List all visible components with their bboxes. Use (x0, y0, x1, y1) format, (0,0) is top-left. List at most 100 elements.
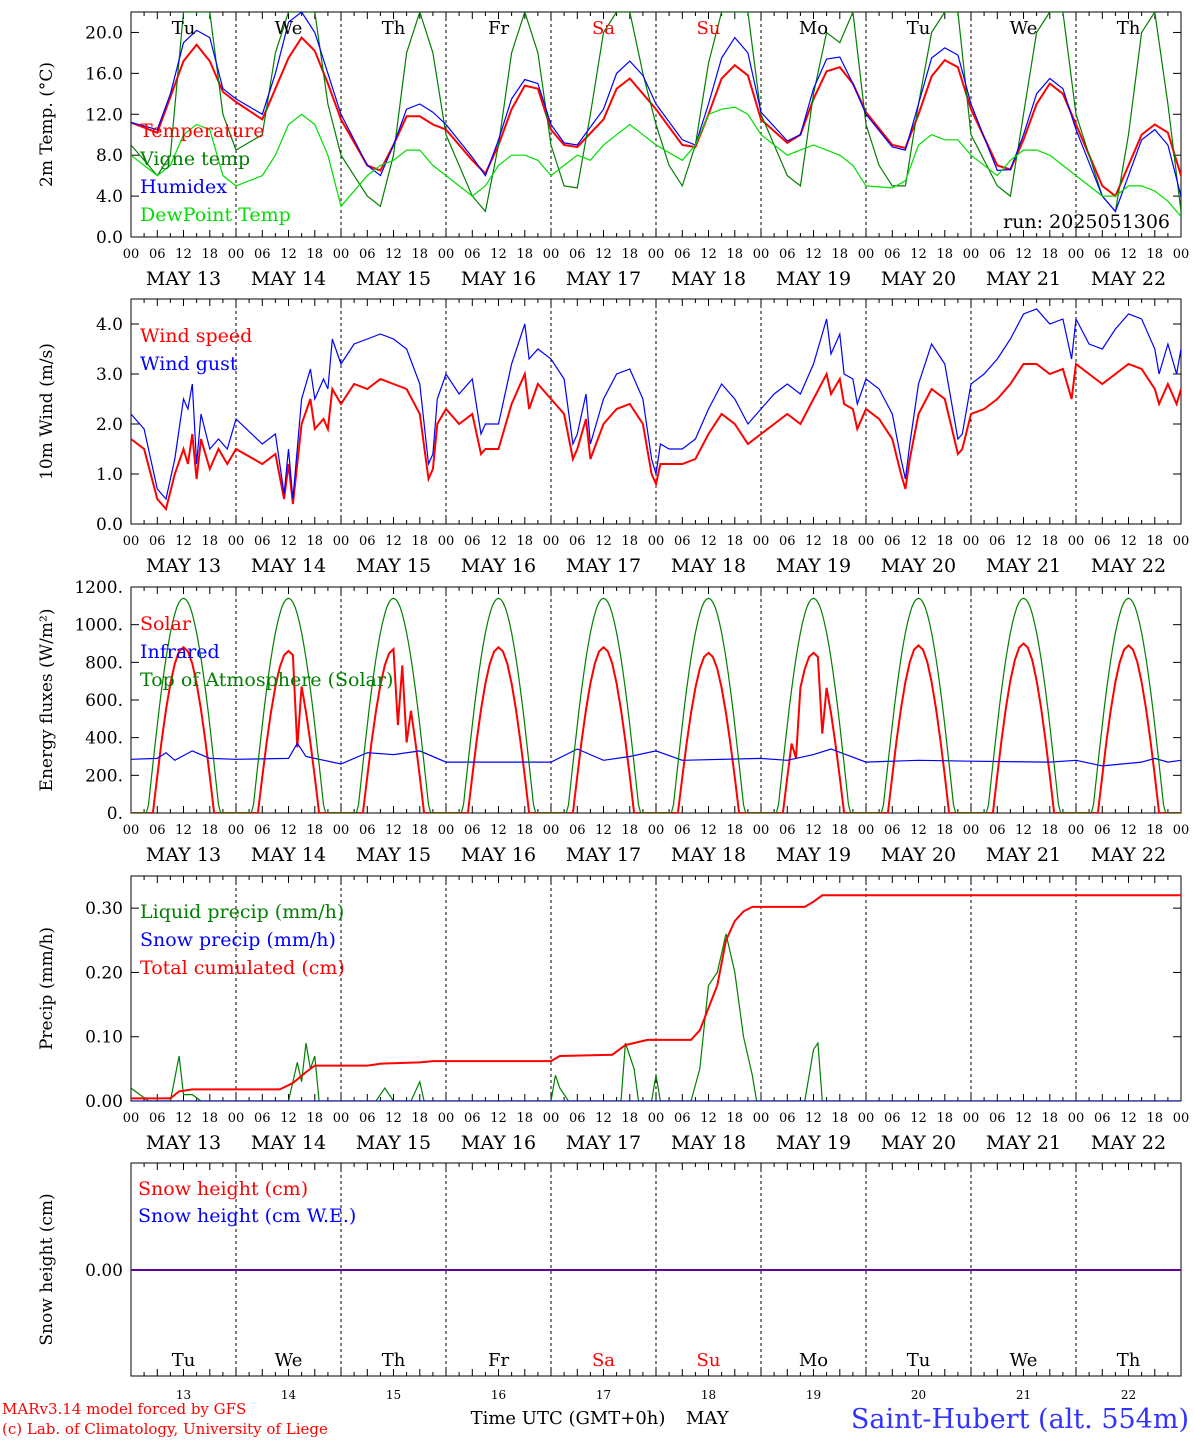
hour-tick-label: 06 (254, 1111, 271, 1126)
panel-3: 0. 200. 400. 600. 800. 1000. 1200. Energy fluxe… (37, 578, 1189, 866)
hour-tick-label: 06 (884, 534, 901, 549)
series-group (131, 894, 1181, 1101)
y-axis-label: Snow height (cm) (37, 1193, 57, 1345)
hour-tick-label: 12 (910, 247, 927, 262)
day-number-label: 20 (911, 1388, 926, 1402)
legend-wind-gust: Wind gust (140, 353, 238, 375)
hour-tick-label: 00 (1068, 534, 1085, 549)
hour-tick-label: 12 (490, 1111, 507, 1126)
hour-tick-label: 18 (936, 1111, 953, 1126)
hour-tick-label: 12 (595, 247, 612, 262)
weekday-label: We (275, 1350, 303, 1371)
hour-tick-label: 06 (989, 1111, 1006, 1126)
hour-tick-label: 18 (1146, 1111, 1163, 1126)
hour-tick-label: 12 (490, 247, 507, 262)
hour-tick-label: 06 (1094, 247, 1111, 262)
day-label: MAY 13 (146, 844, 221, 866)
y-tick-label: 4.0 (96, 315, 123, 335)
hour-tick-label: 00 (1173, 1111, 1190, 1126)
hour-tick-label: 00 (753, 534, 770, 549)
day-label: MAY 16 (461, 555, 536, 577)
day-label: MAY 19 (776, 268, 851, 290)
series-line-wind-speed (131, 362, 1181, 512)
day-number-label: 15 (386, 1388, 401, 1402)
day-label: MAY 17 (566, 1132, 641, 1154)
hour-tick-label: 18 (726, 1111, 743, 1126)
y-tick-label: 0.30 (85, 899, 123, 919)
time-axis-label: Time UTC (GMT+0h) (471, 1408, 666, 1429)
hour-tick-label: 06 (149, 247, 166, 262)
x-minor-ticks (130, 876, 1182, 1101)
weekday-label: Su (697, 18, 721, 39)
day-label: MAY 15 (356, 1132, 431, 1154)
hour-tick-label: 12 (385, 1111, 402, 1126)
hour-tick-label: 18 (936, 823, 953, 838)
hour-tick-label: 18 (411, 823, 428, 838)
day-number-label: 16 (491, 1388, 506, 1402)
hour-tick-label: 06 (254, 534, 271, 549)
day-label: MAY 13 (146, 1132, 221, 1154)
hour-tick-label: 00 (648, 823, 665, 838)
y-tick-label: 600. (85, 691, 123, 711)
day-label: MAY 15 (356, 844, 431, 866)
hour-tick-label: 18 (1146, 823, 1163, 838)
day-label: MAY 18 (671, 1132, 746, 1154)
station-label: Saint-Hubert (alt. 554m) (851, 1404, 1189, 1435)
day-label: MAY 20 (881, 1132, 956, 1154)
hour-tick-label: 18 (306, 534, 323, 549)
hour-tick-label: 06 (359, 823, 376, 838)
hour-tick-label: 06 (464, 247, 481, 262)
hour-tick-label: 12 (1015, 823, 1032, 838)
series-line-vigne-temp (131, 12, 1181, 213)
day-label: MAY 20 (881, 555, 956, 577)
hour-tick-label: 12 (910, 1111, 927, 1126)
hour-tick-label: 12 (595, 534, 612, 549)
hour-tick-label: 18 (621, 1111, 638, 1126)
hour-tick-label: 18 (831, 823, 848, 838)
legend-snow-precip-mm-h-: Snow precip (mm/h) (140, 929, 336, 951)
series-group (131, 308, 1181, 512)
hour-tick-label: 06 (359, 247, 376, 262)
hour-tick-label: 12 (805, 823, 822, 838)
model-credit: MARv3.14 model forced by GFS (2, 1400, 246, 1418)
hour-tick-label: 00 (858, 247, 875, 262)
hour-tick-label: 18 (1041, 823, 1058, 838)
y-tick-label: 0. (107, 804, 123, 824)
hour-tick-label: 12 (805, 1111, 822, 1126)
hour-tick-label: 00 (228, 247, 245, 262)
hour-tick-label: 00 (333, 1111, 350, 1126)
hour-tick-label: 06 (989, 247, 1006, 262)
series-line-wind-gust (131, 308, 1181, 501)
x-minor-ticks (130, 1163, 1182, 1376)
day-number-label: 21 (1016, 1388, 1031, 1402)
y-axis-label: Precip (mm/h) (37, 927, 57, 1050)
hour-tick-label: 18 (306, 823, 323, 838)
hour-tick-label: 06 (254, 247, 271, 262)
hour-tick-label: 06 (1094, 534, 1111, 549)
hour-tick-label: 00 (438, 823, 455, 838)
hour-tick-label: 06 (569, 534, 586, 549)
day-label: MAY 19 (776, 844, 851, 866)
day-number-label: 18 (701, 1388, 716, 1402)
hour-tick-label: 06 (884, 1111, 901, 1126)
weekday-label: Tu (172, 1350, 196, 1371)
hour-tick-label: 00 (438, 1111, 455, 1126)
hour-tick-label: 06 (779, 247, 796, 262)
hour-tick-label: 06 (569, 1111, 586, 1126)
hour-tick-label: 12 (1120, 534, 1137, 549)
hour-tick-label: 12 (910, 534, 927, 549)
hour-tick-label: 12 (700, 247, 717, 262)
hour-tick-label: 12 (385, 247, 402, 262)
hour-tick-label: 12 (700, 823, 717, 838)
hour-tick-label: 06 (674, 247, 691, 262)
lab-credit: (c) Lab. of Climatology, University of L… (2, 1420, 328, 1438)
legend-top-of-atmosphere-solar-: Top of Atmosphere (Solar) (140, 669, 393, 691)
day-label: MAY 19 (776, 1132, 851, 1154)
y-tick-label: 0.00 (85, 1092, 123, 1112)
hour-tick-label: 06 (464, 534, 481, 549)
weekday-label: Su (697, 1350, 721, 1371)
hour-tick-label: 06 (569, 247, 586, 262)
hour-tick-label: 12 (805, 247, 822, 262)
hour-tick-label: 00 (123, 1111, 140, 1126)
